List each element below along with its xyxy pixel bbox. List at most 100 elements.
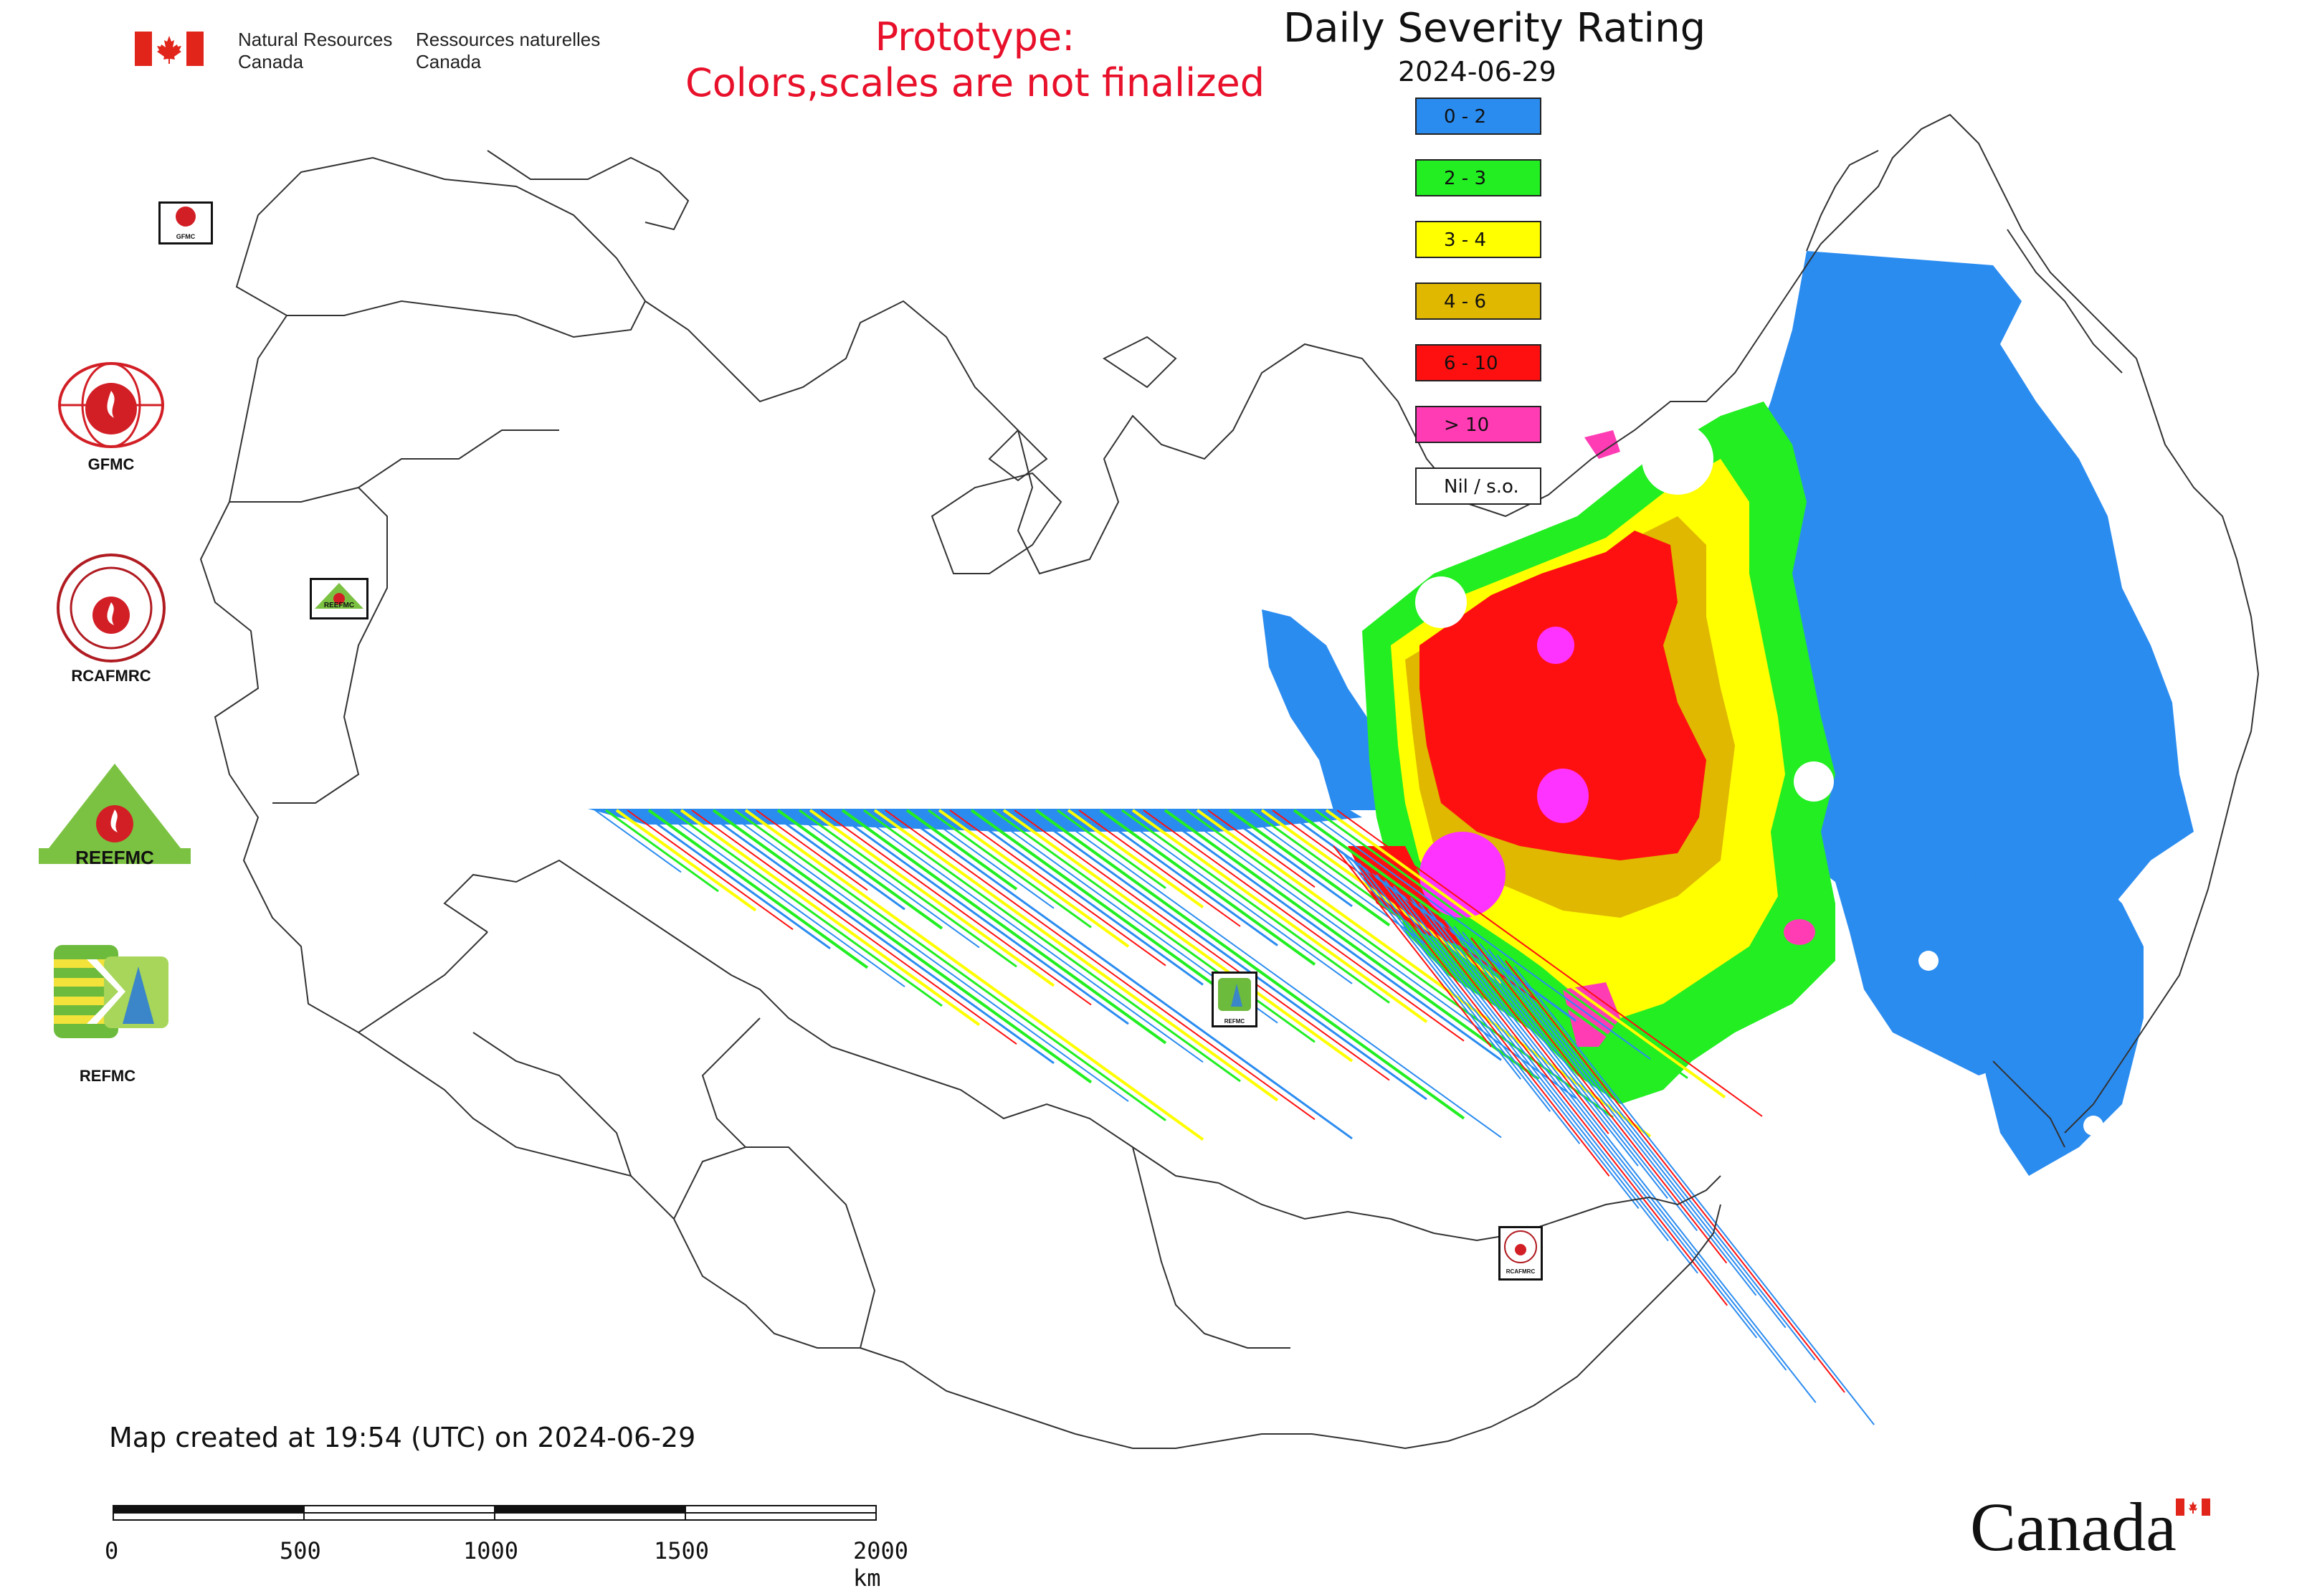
legend-item-3-4: 3 - 4 — [1415, 221, 1541, 258]
streak-line — [1228, 809, 1391, 927]
streak-line — [1143, 809, 1465, 1042]
streak-line — [1333, 845, 1492, 1048]
streak-line — [1057, 809, 1166, 889]
streak-line — [1121, 809, 1390, 1004]
streak-line — [1110, 809, 1353, 984]
streak-line — [1207, 809, 1316, 888]
streak-line — [863, 809, 1241, 1083]
gfmc-label: GFMC — [87, 455, 135, 473]
scale-label-0: 0 — [105, 1537, 119, 1564]
government-signature: Natural Resources Canada Ressources natu… — [135, 29, 637, 72]
streak-line — [1384, 880, 1669, 1242]
streak-line — [605, 809, 719, 893]
legend-item-2-3: 2 - 3 — [1415, 159, 1541, 196]
streak-line — [905, 809, 1018, 890]
streak-line — [938, 809, 1130, 948]
canada-wordmark: Canada — [1970, 1488, 2177, 1565]
streak-line — [744, 809, 1204, 1141]
streak-line — [1099, 809, 1316, 966]
streak-line — [1393, 885, 1698, 1274]
canada-flag-icon — [135, 32, 204, 66]
scale-bar: 0 500 1000 1500 2000 km — [105, 1498, 908, 1592]
streak-line — [885, 809, 1316, 1121]
streak-line — [1186, 809, 1614, 1118]
streak-line — [734, 809, 1166, 1121]
streak-line — [831, 809, 1129, 1025]
fill-peak-spot — [1537, 627, 1574, 664]
streak-line — [1325, 809, 1726, 1098]
department-name-en: Natural Resources Canada — [238, 29, 393, 72]
streak-line — [680, 809, 981, 1027]
streak-line — [1196, 809, 1652, 1138]
streak-line — [799, 809, 1017, 968]
streak-line — [1359, 863, 1581, 1144]
streak-line — [1445, 920, 1639, 1167]
reefmc-logo-icon — [39, 764, 191, 864]
streak-line — [1402, 891, 1728, 1306]
streak-line — [1350, 857, 1551, 1112]
streak-line — [895, 809, 1353, 1140]
streak-line — [1376, 874, 1640, 1210]
scale-label-2000: 2000 km — [853, 1537, 909, 1592]
streak-line — [1154, 809, 1502, 1061]
streak-line — [820, 809, 1092, 1006]
legend-item-0-2: 0 - 2 — [1415, 98, 1541, 135]
scale-label-1500: 1500 — [654, 1537, 710, 1564]
streak-line — [1436, 914, 1609, 1134]
streak-line — [970, 809, 1242, 1005]
streak-line — [1250, 809, 1465, 965]
streak-line — [594, 809, 682, 873]
fill-peak-spot — [1419, 832, 1506, 918]
streak-line — [627, 809, 794, 931]
streak-line — [1315, 809, 1688, 1079]
streak-line — [1164, 809, 1540, 1080]
rcafmrc-logo: RCAFMRC — [39, 552, 183, 688]
streak-line — [928, 809, 1092, 928]
streak-line — [637, 809, 831, 950]
streak-line — [1240, 809, 1427, 946]
scale-label-500: 500 — [280, 1537, 321, 1564]
streak-line — [873, 809, 1279, 1102]
wordmark-flag-icon — [2176, 1498, 2210, 1516]
fill-extreme-core — [1419, 531, 1706, 860]
streak-line — [1002, 809, 1354, 1063]
streak-line — [1336, 809, 1763, 1117]
fill-low-west — [1262, 609, 1391, 810]
rcafmrc-logo-icon — [57, 554, 166, 662]
streak-line — [1470, 937, 1728, 1264]
streak-line — [1453, 926, 1668, 1200]
rcafmrc-marker-icon — [1504, 1230, 1537, 1263]
streak-line — [1505, 960, 1845, 1393]
streak-line — [1462, 931, 1698, 1232]
scale-bar-graphic — [113, 1505, 877, 1521]
streak-line — [788, 809, 980, 949]
streak-line — [1046, 809, 1502, 1139]
legend-item-4-6: 4 - 6 — [1415, 282, 1541, 320]
streak-line — [766, 809, 905, 911]
fill-low-peninsula — [2007, 803, 2115, 932]
streak-line — [1427, 908, 1817, 1403]
streak-line — [809, 809, 1055, 987]
streak-line — [1024, 809, 1427, 1101]
refmc-logo-icon — [54, 945, 168, 1038]
streak-line — [949, 809, 1166, 966]
streak-line — [702, 809, 1055, 1065]
streak-line — [1304, 809, 1651, 1060]
gfmc-logo: GFMC — [39, 362, 183, 477]
streak-line — [917, 809, 1055, 909]
refmc-label: REFMC — [79, 1067, 136, 1085]
refmc-marker-icon — [1218, 978, 1251, 1011]
gfmc-marker-icon — [176, 206, 196, 227]
reefmc-marker-icon — [315, 583, 363, 609]
streak-line — [1218, 809, 1353, 908]
streak-line — [960, 809, 1204, 986]
streak-line — [776, 809, 943, 930]
streak-line — [852, 809, 1204, 1063]
streak-line — [723, 809, 1129, 1102]
rcafmrc-label: RCAFMRC — [71, 667, 151, 685]
streak-line — [1367, 868, 1610, 1177]
map-marker-rcafmrc: RCAFMRC — [1498, 1226, 1543, 1281]
map-date: 2024-06-29 — [1398, 56, 1556, 87]
streak-line — [992, 809, 1316, 1043]
streak-line — [756, 809, 868, 891]
